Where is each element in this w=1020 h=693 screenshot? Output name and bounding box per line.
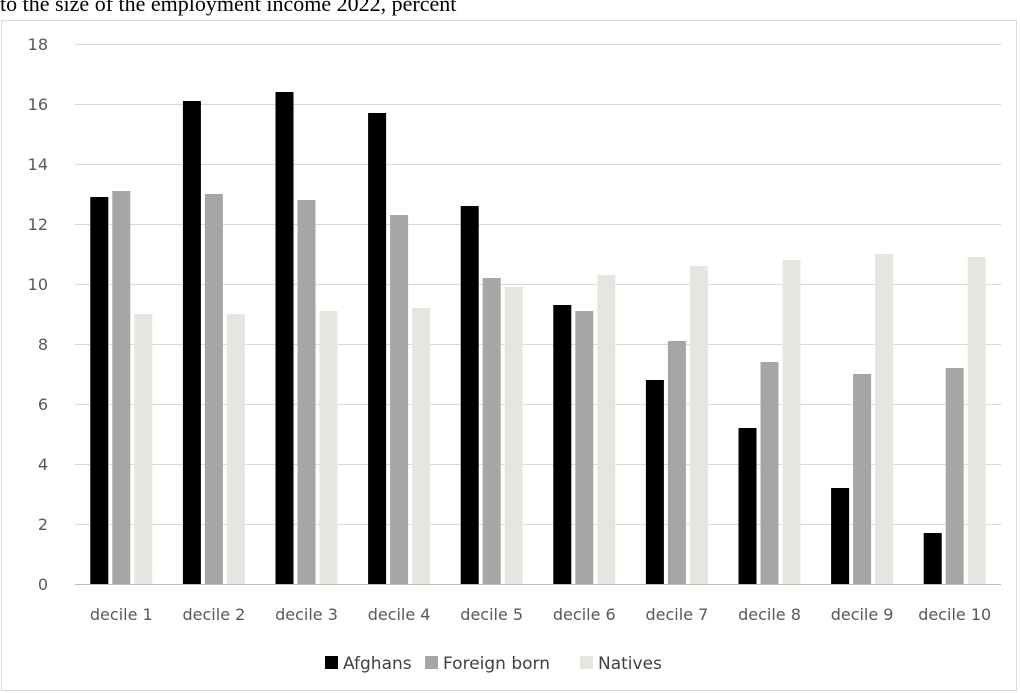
- legend-label-natives: Natives: [598, 654, 662, 674]
- bar-foreign-born-1: [112, 191, 131, 584]
- bar-foreign-born-7: [667, 341, 686, 584]
- bar-foreign-born-6: [575, 311, 594, 584]
- x-tick-label: decile 1: [90, 605, 153, 624]
- x-tick-label: decile 10: [918, 605, 991, 624]
- bar-foreign-born-5: [482, 278, 501, 584]
- x-tick-label: decile 9: [831, 605, 894, 624]
- x-tick-label: decile 8: [738, 605, 801, 624]
- x-tick-label: decile 5: [460, 605, 523, 624]
- y-tick-label: 2: [38, 515, 48, 534]
- x-tick-label: decile 4: [368, 605, 431, 624]
- bar-afghans-2: [182, 101, 201, 584]
- bar-foreign-born-2: [204, 194, 223, 584]
- legend-label-afghans: Afghans: [343, 654, 412, 674]
- bar-natives-1: [134, 314, 153, 584]
- bar-natives-7: [689, 266, 708, 584]
- y-tick-label: 16: [28, 95, 48, 114]
- bar-afghans-6: [553, 305, 572, 584]
- bar-afghans-4: [368, 113, 387, 584]
- bar-natives-6: [597, 275, 616, 584]
- bar-afghans-3: [275, 92, 294, 584]
- chart-caption: to the size of the employment income 202…: [0, 0, 457, 16]
- bar-natives-9: [875, 254, 894, 584]
- bar-afghans-10: [923, 533, 942, 584]
- y-axis-ticks: 0 2 4 6 8 10 12 14 16 18: [28, 35, 48, 594]
- x-tick-label: decile 6: [553, 605, 616, 624]
- bar-foreign-born-4: [390, 215, 409, 584]
- bar-afghans-7: [645, 380, 664, 584]
- legend-swatch-afghans: [325, 656, 338, 669]
- x-tick-label: decile 7: [646, 605, 709, 624]
- y-tick-label: 4: [38, 455, 48, 474]
- bar-foreign-born-9: [853, 374, 872, 584]
- bar-afghans-8: [738, 428, 757, 584]
- y-tick-label: 14: [28, 155, 48, 174]
- bar-afghans-9: [831, 488, 850, 584]
- y-tick-label: 10: [28, 275, 48, 294]
- bar-natives-10: [967, 257, 986, 584]
- y-tick-label: 6: [38, 395, 48, 414]
- bar-foreign-born-3: [297, 200, 316, 584]
- bars: [90, 92, 986, 584]
- bar-natives-5: [504, 287, 523, 584]
- y-tick-label: 18: [28, 35, 48, 54]
- x-tick-label: decile 3: [275, 605, 338, 624]
- bar-natives-2: [226, 314, 245, 584]
- legend-swatch-natives: [580, 656, 593, 669]
- bar-natives-4: [412, 308, 431, 584]
- bar-foreign-born-10: [945, 368, 964, 584]
- y-tick-label: 12: [28, 215, 48, 234]
- bar-afghans-5: [460, 206, 479, 584]
- legend: Afghans Foreign born Natives: [325, 654, 662, 674]
- bar-afghans-1: [90, 197, 109, 584]
- y-tick-label: 8: [38, 335, 48, 354]
- x-axis-ticks: decile 1 decile 2 decile 3 decile 4 decile 5…: [90, 605, 991, 624]
- legend-label-foreign-born: Foreign born: [443, 654, 550, 674]
- bar-natives-8: [782, 260, 801, 584]
- x-tick-label: decile 2: [183, 605, 246, 624]
- bar-foreign-born-8: [760, 362, 779, 584]
- legend-swatch-foreign-born: [425, 656, 438, 669]
- y-tick-label: 0: [38, 575, 48, 594]
- bar-natives-3: [319, 311, 338, 584]
